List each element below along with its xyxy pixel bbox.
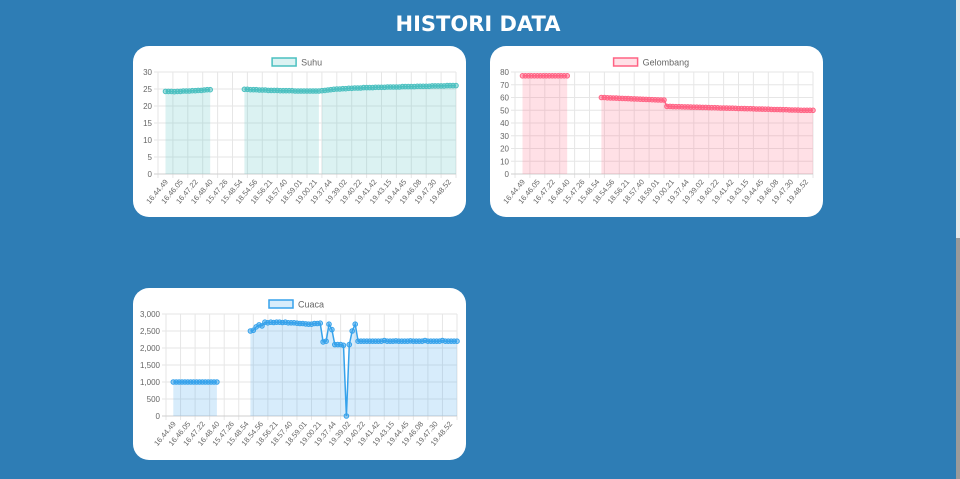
- data-point: [453, 82, 459, 89]
- y-tick-label: 1,000: [140, 378, 161, 387]
- y-tick-label: 5: [148, 153, 153, 162]
- legend-label: Gelombang: [643, 58, 690, 68]
- series-area: [522, 75, 568, 174]
- data-point: [661, 97, 667, 103]
- y-tick-label: 20: [143, 102, 152, 111]
- y-tick-label: 25: [143, 85, 152, 94]
- data-point: [259, 323, 265, 329]
- legend-swatch: [268, 299, 294, 309]
- y-tick-label: 60: [500, 94, 509, 103]
- y-tick-label: 30: [500, 132, 509, 141]
- y-tick-label: 2,500: [140, 327, 161, 336]
- cuaca-chart: Cuaca05001,0001,5002,0002,5003,00016.44.…: [140, 299, 460, 448]
- gelombang-chart-card: Gelombang 0 10 20 30 40 50 60 70 80 16.44.49 16.46.…: [490, 46, 823, 217]
- data-point: [326, 321, 332, 328]
- y-tick-label: 3,000: [140, 310, 161, 319]
- data-point: [250, 327, 257, 334]
- y-tick-label: 50: [500, 106, 509, 115]
- series-area: [601, 97, 813, 174]
- data-point: [323, 338, 329, 345]
- y-tick-label: 0: [156, 412, 161, 421]
- data-point: [329, 326, 335, 333]
- data-point: [340, 342, 347, 349]
- y-tick-label: 30: [143, 68, 152, 77]
- y-tick-label: 0: [505, 170, 510, 179]
- data-point: [343, 413, 350, 419]
- chart-grid: [162, 313, 458, 420]
- data-point: [317, 320, 323, 327]
- legend-label: Suhu: [301, 58, 322, 68]
- y-tick-label: 10: [500, 157, 509, 166]
- series-area: [250, 322, 457, 416]
- y-tick-label: 20: [500, 145, 509, 154]
- y-tick-label: 15: [143, 119, 152, 128]
- chart-legend: Suhu: [271, 57, 322, 68]
- data-point: [349, 328, 355, 334]
- data-point: [454, 338, 460, 345]
- y-tick-label: 10: [143, 136, 152, 145]
- chart-legend: Cuaca: [268, 299, 324, 310]
- data-point: [207, 86, 213, 93]
- gelombang-chart: Gelombang0102030405060708016.44.4916.46.…: [500, 57, 816, 206]
- data-point: [352, 321, 358, 328]
- suhu-chart: Suhu05101520253016.44.4916.46.0516.47.22…: [143, 57, 459, 206]
- cuaca-chart-card: Cuaca 0 500 1,000 1,500 2,000 2,500 3,000 16.44.…: [133, 288, 466, 460]
- series-area: [321, 85, 456, 174]
- y-tick-label: 40: [500, 119, 509, 128]
- series-area: [173, 382, 217, 416]
- data-point: [214, 379, 220, 385]
- chart-legend: Gelombang: [612, 57, 690, 68]
- y-tick-label: 500: [147, 395, 161, 404]
- y-tick-label: 70: [500, 81, 509, 90]
- data-point: [810, 107, 816, 114]
- scrollbar-thumb[interactable]: [956, 238, 960, 479]
- series-area: [165, 89, 211, 174]
- legend-label: Cuaca: [298, 300, 324, 310]
- legend-swatch: [271, 57, 297, 67]
- page-title: HISTORI DATA: [395, 12, 561, 36]
- y-tick-label: 1,500: [140, 361, 161, 370]
- legend-swatch: [612, 57, 639, 67]
- y-tick-label: 0: [148, 170, 153, 179]
- y-tick-label: 2,000: [140, 344, 161, 353]
- data-point: [346, 341, 353, 348]
- y-tick-label: 80: [500, 68, 509, 77]
- suhu-chart-card: Suhu 0 5 10 15 20 25 30 16.44.49 16.46.05 16.47.22…: [133, 46, 466, 217]
- series-area: [244, 89, 319, 174]
- data-point: [564, 73, 570, 79]
